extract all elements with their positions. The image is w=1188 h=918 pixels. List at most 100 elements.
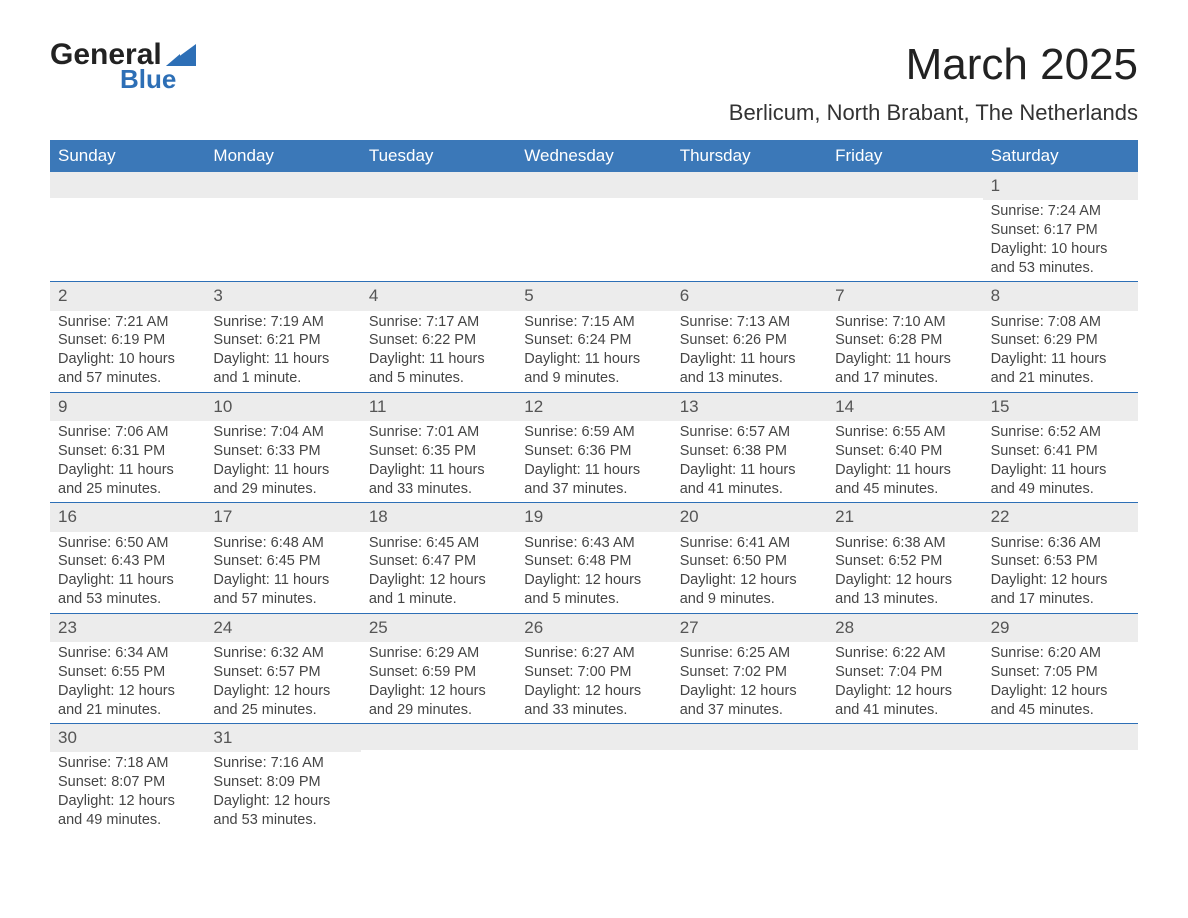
sunset-text: Sunset: 6:31 PM — [58, 442, 197, 461]
day-cell: 5Sunrise: 7:15 AMSunset: 6:24 PMDaylight… — [516, 282, 671, 391]
day-body: Sunrise: 6:25 AMSunset: 7:02 PMDaylight:… — [672, 642, 827, 723]
day-body: Sunrise: 6:59 AMSunset: 6:36 PMDaylight:… — [516, 421, 671, 502]
sunset-text: Sunset: 6:33 PM — [213, 442, 352, 461]
day-cell: 16Sunrise: 6:50 AMSunset: 6:43 PMDayligh… — [50, 503, 205, 612]
day-cell: 17Sunrise: 6:48 AMSunset: 6:45 PMDayligh… — [205, 503, 360, 612]
day-body: Sunrise: 6:48 AMSunset: 6:45 PMDaylight:… — [205, 532, 360, 613]
week-row: 16Sunrise: 6:50 AMSunset: 6:43 PMDayligh… — [50, 503, 1138, 613]
day-number: 9 — [50, 393, 205, 421]
sunset-text: Sunset: 6:41 PM — [991, 442, 1130, 461]
day-cell — [50, 172, 205, 281]
sunset-text: Sunset: 7:02 PM — [680, 663, 819, 682]
day-cell: 8Sunrise: 7:08 AMSunset: 6:29 PMDaylight… — [983, 282, 1138, 391]
daylight-line2: and 17 minutes. — [991, 590, 1130, 609]
day-body: Sunrise: 6:34 AMSunset: 6:55 PMDaylight:… — [50, 642, 205, 723]
daylight-line1: Daylight: 12 hours — [213, 792, 352, 811]
day-body: Sunrise: 7:17 AMSunset: 6:22 PMDaylight:… — [361, 311, 516, 392]
logo: General Blue — [50, 40, 196, 92]
daylight-line2: and 53 minutes. — [58, 590, 197, 609]
week-row: 1Sunrise: 7:24 AMSunset: 6:17 PMDaylight… — [50, 172, 1138, 282]
day-cell: 20Sunrise: 6:41 AMSunset: 6:50 PMDayligh… — [672, 503, 827, 612]
daylight-line1: Daylight: 11 hours — [213, 350, 352, 369]
daylight-line1: Daylight: 11 hours — [213, 461, 352, 480]
sunset-text: Sunset: 8:07 PM — [58, 773, 197, 792]
day-number — [827, 172, 982, 198]
day-number — [361, 172, 516, 198]
day-number: 3 — [205, 282, 360, 310]
sunset-text: Sunset: 6:36 PM — [524, 442, 663, 461]
sunrise-text: Sunrise: 6:48 AM — [213, 534, 352, 553]
day-cell: 9Sunrise: 7:06 AMSunset: 6:31 PMDaylight… — [50, 393, 205, 502]
day-body: Sunrise: 6:29 AMSunset: 6:59 PMDaylight:… — [361, 642, 516, 723]
daylight-line1: Daylight: 11 hours — [58, 461, 197, 480]
daylight-line1: Daylight: 11 hours — [835, 461, 974, 480]
sunrise-text: Sunrise: 6:41 AM — [680, 534, 819, 553]
sunset-text: Sunset: 6:40 PM — [835, 442, 974, 461]
day-cell: 26Sunrise: 6:27 AMSunset: 7:00 PMDayligh… — [516, 614, 671, 723]
daylight-line1: Daylight: 12 hours — [58, 792, 197, 811]
daylight-line1: Daylight: 12 hours — [835, 571, 974, 590]
day-cell — [361, 172, 516, 281]
daylight-line2: and 57 minutes. — [213, 590, 352, 609]
day-number: 19 — [516, 503, 671, 531]
sunset-text: Sunset: 6:45 PM — [213, 552, 352, 571]
daylight-line1: Daylight: 11 hours — [369, 350, 508, 369]
day-number: 13 — [672, 393, 827, 421]
day-body — [827, 750, 982, 756]
daylight-line2: and 13 minutes. — [835, 590, 974, 609]
sunrise-text: Sunrise: 7:16 AM — [213, 754, 352, 773]
day-number: 15 — [983, 393, 1138, 421]
daylight-line1: Daylight: 12 hours — [991, 571, 1130, 590]
daylight-line1: Daylight: 12 hours — [524, 571, 663, 590]
daylight-line2: and 1 minute. — [369, 590, 508, 609]
daylight-line2: and 53 minutes. — [991, 259, 1130, 278]
daylight-line1: Daylight: 11 hours — [680, 350, 819, 369]
sunrise-text: Sunrise: 6:55 AM — [835, 423, 974, 442]
day-cell — [672, 724, 827, 833]
day-number: 18 — [361, 503, 516, 531]
day-body: Sunrise: 6:55 AMSunset: 6:40 PMDaylight:… — [827, 421, 982, 502]
daylight-line1: Daylight: 11 hours — [369, 461, 508, 480]
sunset-text: Sunset: 8:09 PM — [213, 773, 352, 792]
sunrise-text: Sunrise: 6:38 AM — [835, 534, 974, 553]
day-body: Sunrise: 7:10 AMSunset: 6:28 PMDaylight:… — [827, 311, 982, 392]
day-cell: 4Sunrise: 7:17 AMSunset: 6:22 PMDaylight… — [361, 282, 516, 391]
day-number: 24 — [205, 614, 360, 642]
day-cell — [672, 172, 827, 281]
day-number: 25 — [361, 614, 516, 642]
sunset-text: Sunset: 6:57 PM — [213, 663, 352, 682]
day-cell: 18Sunrise: 6:45 AMSunset: 6:47 PMDayligh… — [361, 503, 516, 612]
weekday-header: Thursday — [672, 140, 827, 172]
daylight-line1: Daylight: 10 hours — [991, 240, 1130, 259]
daylight-line2: and 21 minutes. — [991, 369, 1130, 388]
sunset-text: Sunset: 6:19 PM — [58, 331, 197, 350]
logo-chart-icon — [166, 44, 196, 66]
day-number — [205, 172, 360, 198]
day-cell: 27Sunrise: 6:25 AMSunset: 7:02 PMDayligh… — [672, 614, 827, 723]
daylight-line1: Daylight: 12 hours — [58, 682, 197, 701]
day-number: 1 — [983, 172, 1138, 200]
sunset-text: Sunset: 6:38 PM — [680, 442, 819, 461]
week-row: 9Sunrise: 7:06 AMSunset: 6:31 PMDaylight… — [50, 393, 1138, 503]
sunset-text: Sunset: 6:29 PM — [991, 331, 1130, 350]
daylight-line2: and 9 minutes. — [680, 590, 819, 609]
daylight-line1: Daylight: 11 hours — [213, 571, 352, 590]
day-body: Sunrise: 7:16 AMSunset: 8:09 PMDaylight:… — [205, 752, 360, 833]
sunrise-text: Sunrise: 6:27 AM — [524, 644, 663, 663]
month-title: March 2025 — [729, 40, 1138, 90]
daylight-line2: and 5 minutes. — [524, 590, 663, 609]
day-cell: 13Sunrise: 6:57 AMSunset: 6:38 PMDayligh… — [672, 393, 827, 502]
logo-text-blue: Blue — [120, 66, 196, 92]
day-body — [672, 198, 827, 204]
day-cell — [827, 724, 982, 833]
day-cell: 12Sunrise: 6:59 AMSunset: 6:36 PMDayligh… — [516, 393, 671, 502]
sunrise-text: Sunrise: 7:19 AM — [213, 313, 352, 332]
day-cell: 1Sunrise: 7:24 AMSunset: 6:17 PMDaylight… — [983, 172, 1138, 281]
day-number: 14 — [827, 393, 982, 421]
daylight-line2: and 33 minutes. — [524, 701, 663, 720]
day-body: Sunrise: 7:15 AMSunset: 6:24 PMDaylight:… — [516, 311, 671, 392]
day-cell: 28Sunrise: 6:22 AMSunset: 7:04 PMDayligh… — [827, 614, 982, 723]
day-body: Sunrise: 6:27 AMSunset: 7:00 PMDaylight:… — [516, 642, 671, 723]
daylight-line1: Daylight: 11 hours — [991, 461, 1130, 480]
sunrise-text: Sunrise: 7:15 AM — [524, 313, 663, 332]
